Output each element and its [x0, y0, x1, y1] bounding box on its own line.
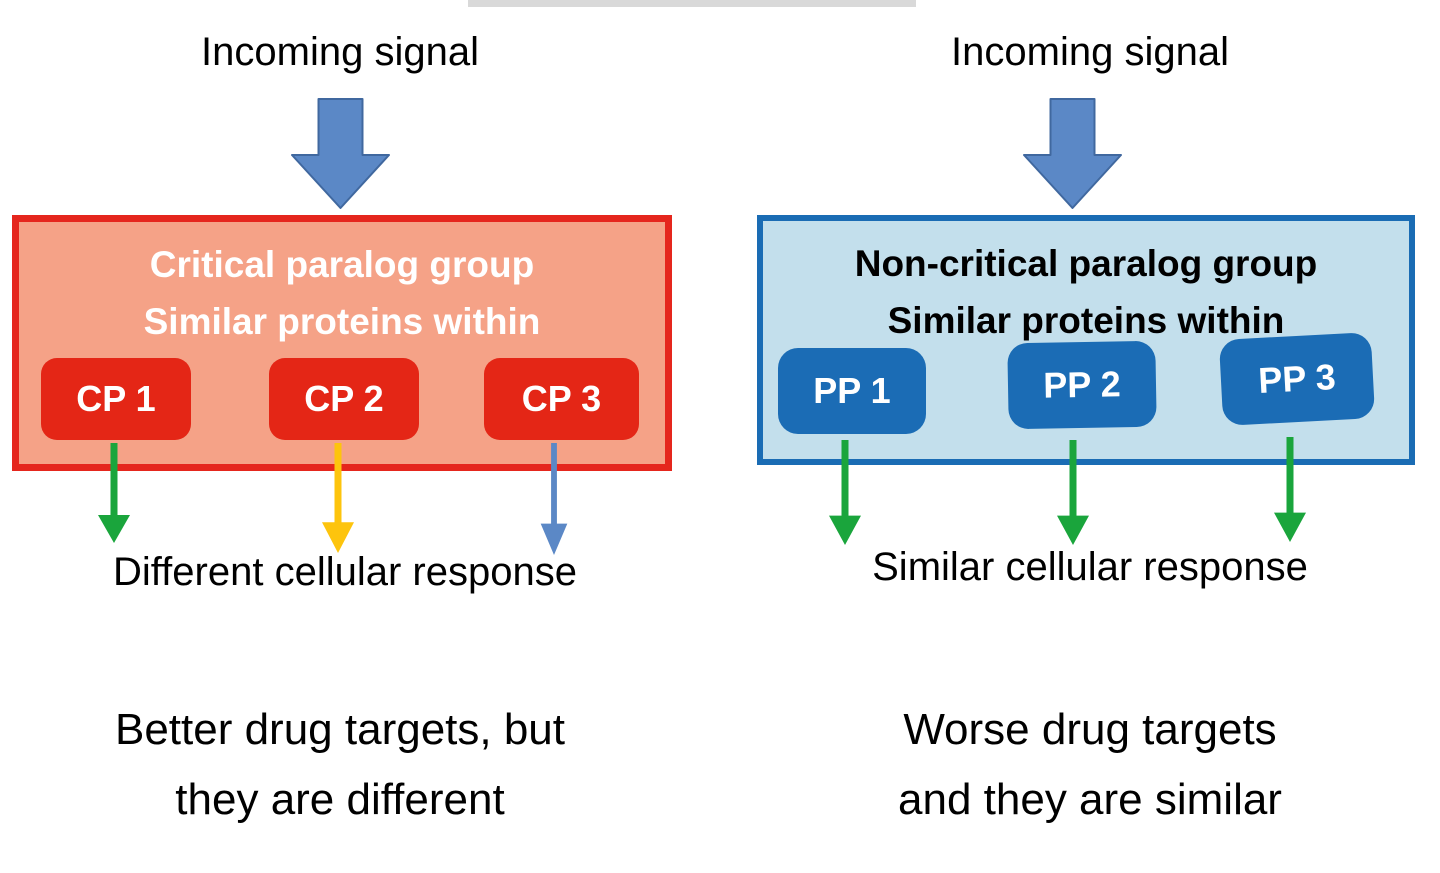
incoming-signal-label-left: Incoming signal — [201, 30, 479, 74]
critical-group-title-line2: Similar proteins within — [143, 301, 541, 343]
right-caption: Worse drug targets and they are similar — [760, 695, 1420, 836]
left-caption: Better drug targets, but they are differ… — [0, 695, 680, 836]
response-arrow-green-pp1-icon — [827, 440, 863, 545]
protein-chip-pp2-label: PP 2 — [1042, 363, 1122, 406]
protein-chip-cp2: CP 2 — [269, 358, 419, 440]
protein-chip-cp3: CP 3 — [484, 358, 639, 440]
left-caption-line1: Better drug targets, but — [114, 705, 566, 754]
similar-cellular-response-label: Similar cellular response — [872, 545, 1308, 589]
protein-chip-pp1: PP 1 — [778, 348, 926, 434]
left-caption-line2: they are different — [175, 775, 505, 825]
incoming-signal-label-right: Incoming signal — [951, 30, 1229, 74]
protein-chip-pp3-label: PP 3 — [1257, 356, 1337, 401]
right-caption-line2: and they are similar — [898, 775, 1282, 825]
response-arrow-blue-cp3-icon — [539, 443, 569, 555]
response-arrow-green-pp3-icon — [1272, 437, 1308, 542]
noncritical-group-title: Non-critical paralog group Similar prote… — [763, 235, 1409, 350]
response-arrow-green-cp1-icon — [96, 443, 132, 543]
critical-group-title-line1: Critical paralog group — [149, 244, 535, 285]
protein-chip-pp2: PP 2 — [1007, 340, 1157, 430]
incoming-signal-arrow-icon-right — [1020, 98, 1125, 210]
right-caption-line1: Worse drug targets — [903, 705, 1277, 754]
protein-chip-pp1-label: PP 1 — [813, 370, 891, 411]
protein-chip-pp3: PP 3 — [1218, 332, 1376, 426]
protein-chip-cp2-label: CP 2 — [304, 378, 384, 419]
noncritical-group-title-line2: Similar proteins within — [887, 300, 1285, 342]
response-arrow-green-pp2-icon — [1055, 440, 1091, 545]
noncritical-group-title-line1: Non-critical paralog group — [854, 243, 1318, 284]
different-cellular-response-label: Different cellular response — [113, 550, 577, 594]
top-divider-line — [468, 0, 916, 7]
protein-chip-cp1: CP 1 — [41, 358, 191, 440]
protein-chip-cp3-label: CP 3 — [521, 378, 602, 419]
critical-group-title: Critical paralog group Similar proteins … — [19, 236, 665, 351]
noncritical-paralog-group-box: Non-critical paralog group Similar prote… — [757, 215, 1415, 465]
response-arrow-yellow-cp2-icon — [320, 443, 356, 553]
protein-chip-cp1-label: CP 1 — [76, 378, 156, 419]
incoming-signal-arrow-icon-left — [288, 98, 393, 210]
critical-paralog-group-box: Critical paralog group Similar proteins … — [12, 215, 672, 471]
